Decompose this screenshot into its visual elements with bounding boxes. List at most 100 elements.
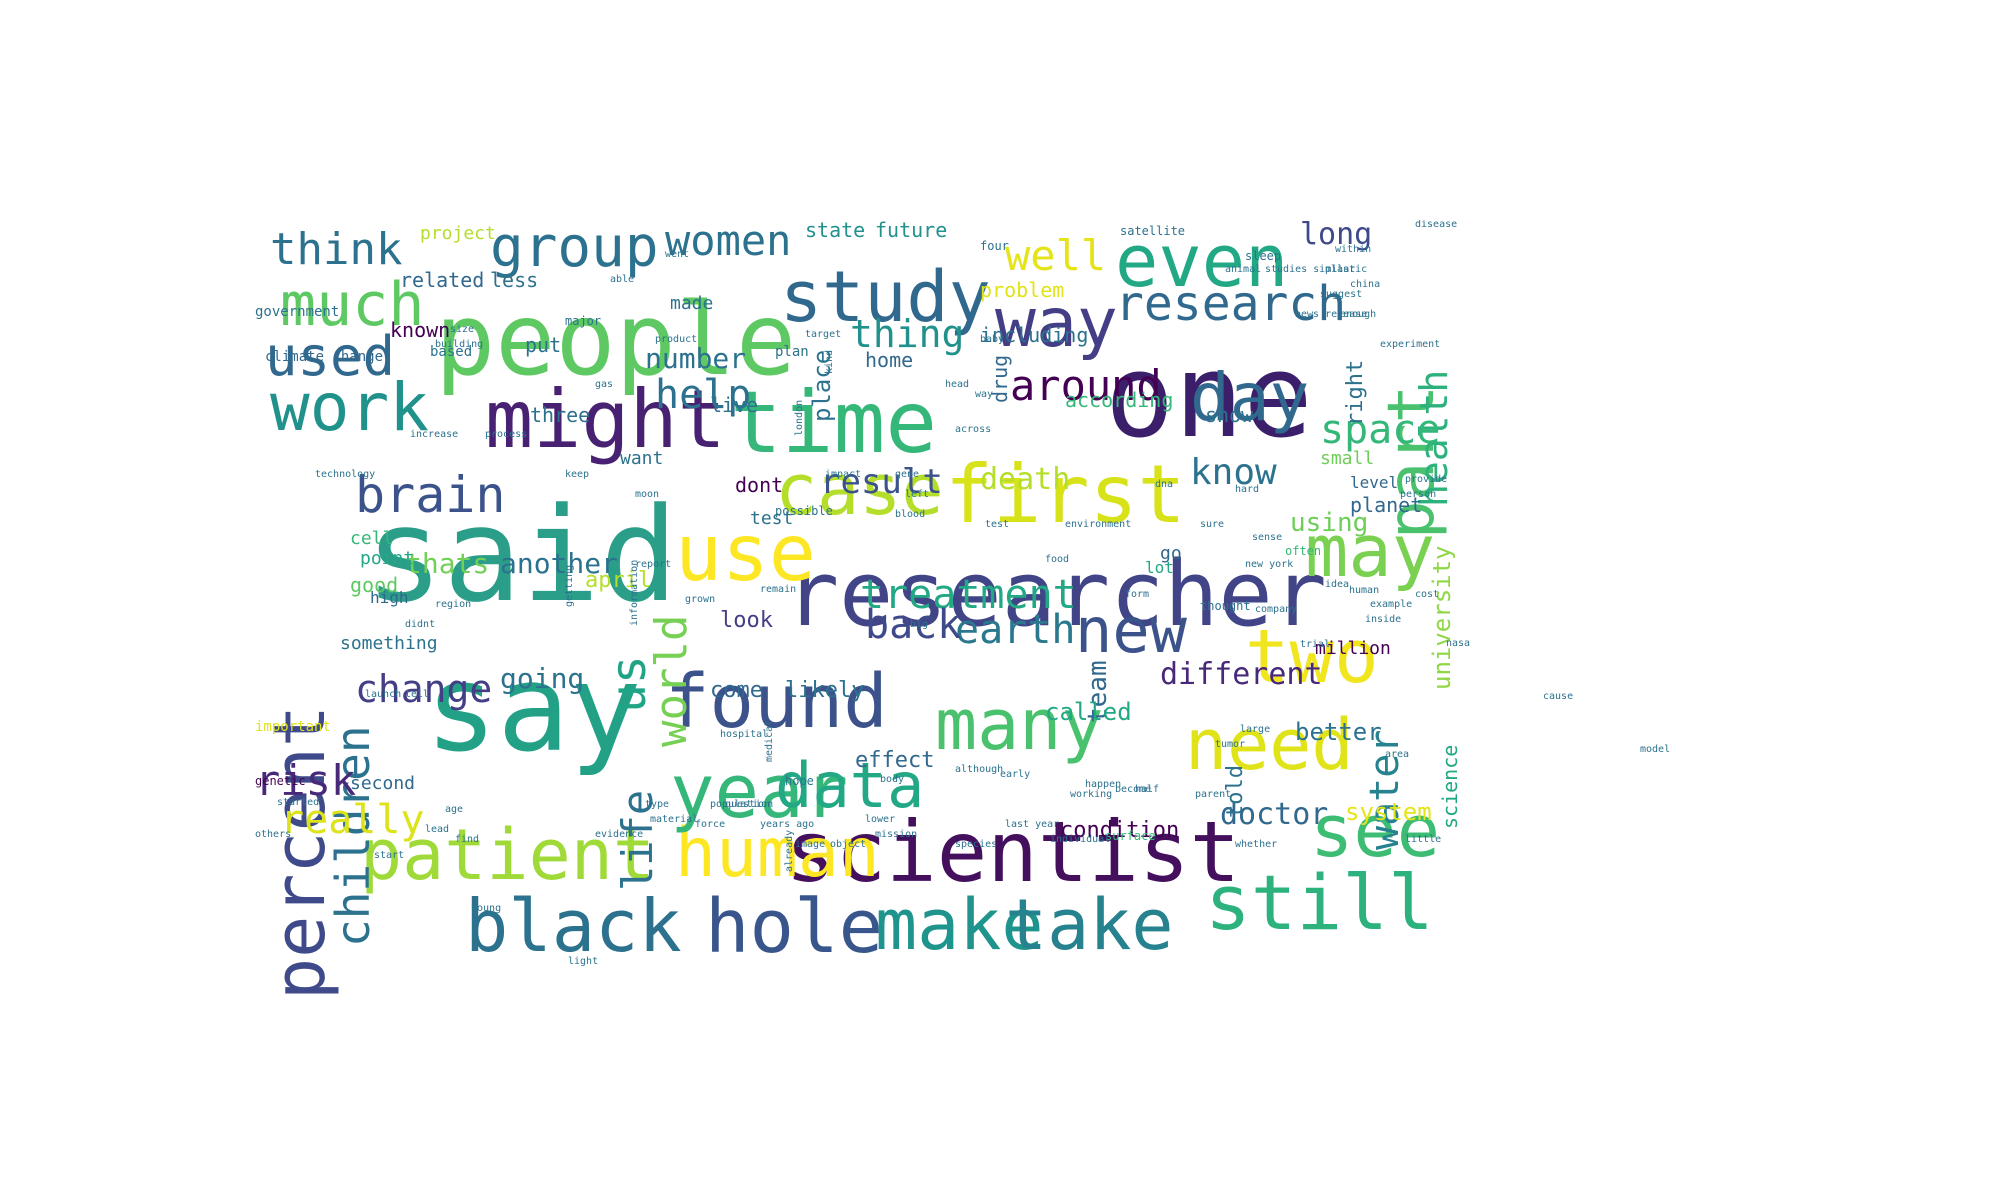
cloud-word: said bbox=[365, 479, 679, 631]
cloud-word: half bbox=[1135, 784, 1160, 795]
cloud-word: research bbox=[1115, 276, 1347, 332]
cloud-word: parent bbox=[1195, 789, 1232, 800]
cloud-word: another bbox=[500, 547, 619, 580]
cloud-word: hole bbox=[705, 884, 884, 970]
cloud-word: getting bbox=[564, 564, 575, 607]
cloud-word: individual bbox=[1050, 834, 1111, 845]
cloud-word: human bbox=[1349, 585, 1380, 596]
cloud-word: studies similar bbox=[1265, 264, 1356, 275]
cloud-word: genetic bbox=[255, 774, 306, 788]
cloud-word: look bbox=[720, 608, 773, 633]
cloud-word: new bbox=[1075, 594, 1187, 667]
cloud-word: launch bbox=[365, 689, 402, 700]
cloud-word: region bbox=[435, 599, 472, 610]
cloud-word: test bbox=[750, 508, 794, 529]
cloud-word: go bbox=[1160, 543, 1182, 564]
cloud-word: show bbox=[1205, 403, 1254, 427]
cloud-word: idea bbox=[1325, 579, 1350, 590]
cloud-word: body bbox=[880, 774, 905, 785]
cloud-word: suggest bbox=[1320, 289, 1363, 300]
cloud-word: put bbox=[525, 333, 562, 357]
cloud-word: found bbox=[665, 659, 888, 745]
cloud-word: see bbox=[1310, 789, 1441, 873]
cloud-word: different bbox=[1160, 657, 1323, 692]
cloud-word: cost bbox=[1415, 589, 1440, 600]
cloud-word: effect bbox=[855, 748, 935, 773]
cloud-word: well bbox=[1005, 231, 1107, 280]
cloud-word: hard bbox=[1235, 484, 1260, 495]
cloud-word: second bbox=[350, 773, 416, 794]
cloud-word: often bbox=[1285, 544, 1322, 558]
cloud-word: company bbox=[1255, 604, 1298, 615]
cloud-word: way bbox=[995, 284, 1118, 363]
cloud-word: future bbox=[875, 220, 948, 242]
cloud-word: technology bbox=[315, 469, 376, 480]
cloud-word: gas bbox=[595, 379, 614, 390]
cloud-word: right bbox=[1343, 359, 1368, 426]
cloud-word: three bbox=[530, 403, 591, 427]
cloud-word: planet bbox=[1350, 493, 1423, 517]
cloud-word: hospital bbox=[720, 729, 769, 740]
cloud-word: image bbox=[795, 839, 826, 850]
cloud-word: major bbox=[565, 314, 602, 328]
cloud-word: surface bbox=[1105, 829, 1156, 843]
cloud-word: problem bbox=[980, 278, 1065, 302]
cloud-word: sense bbox=[1252, 532, 1283, 543]
cloud-word: brain bbox=[355, 466, 506, 524]
cloud-word: according bbox=[1065, 388, 1174, 412]
cloud-word: gene bbox=[895, 469, 920, 480]
cloud-word: around bbox=[1010, 361, 1162, 410]
cloud-word: might bbox=[485, 373, 726, 466]
cloud-word: grown bbox=[685, 594, 716, 605]
cloud-word: even bbox=[1115, 220, 1289, 303]
cloud-word: way bbox=[975, 389, 994, 400]
cloud-word: although bbox=[955, 764, 1004, 775]
cloud-word: inside bbox=[1365, 614, 1402, 625]
cloud-word: make bbox=[875, 884, 1044, 966]
cloud-word: help bbox=[655, 372, 752, 418]
cloud-word: important bbox=[255, 719, 331, 735]
cloud-word: still bbox=[1205, 858, 1434, 947]
cloud-word: area bbox=[1385, 749, 1410, 760]
cloud-word: april bbox=[585, 568, 652, 593]
cloud-word: mission bbox=[875, 829, 918, 840]
cloud-word: sure bbox=[1200, 519, 1225, 530]
cloud-word: early bbox=[1000, 769, 1031, 780]
cloud-word: little bbox=[1405, 834, 1442, 845]
cloud-word: impact bbox=[825, 469, 862, 480]
cloud-word: blood bbox=[895, 509, 926, 520]
cloud-word: know bbox=[1190, 452, 1277, 493]
cloud-word: dont bbox=[735, 473, 784, 497]
cloud-word: lot bbox=[1145, 558, 1174, 577]
cloud-word: four bbox=[980, 239, 1009, 253]
cloud-word: scientist bbox=[785, 803, 1241, 901]
cloud-word: happen bbox=[1085, 779, 1122, 790]
cloud-word: years ago bbox=[760, 819, 815, 830]
cloud-word: change bbox=[355, 667, 493, 711]
cloud-word: person bbox=[1400, 489, 1437, 500]
cloud-word: related bbox=[400, 268, 485, 292]
cloud-word: human bbox=[675, 814, 880, 893]
cloud-word: researcher bbox=[785, 542, 1327, 647]
cloud-word: target bbox=[805, 329, 842, 340]
cloud-word: satellite bbox=[1120, 224, 1186, 238]
cloud-word: young bbox=[471, 903, 502, 914]
cloud-word: climate change bbox=[265, 349, 384, 365]
cloud-word: study bbox=[780, 256, 991, 338]
cloud-word: report bbox=[635, 559, 672, 570]
cloud-word: plan bbox=[775, 344, 809, 360]
cloud-word: model bbox=[1640, 744, 1671, 755]
cloud-word: risk bbox=[255, 756, 357, 805]
cloud-word: thing bbox=[850, 312, 965, 356]
cloud-word: day bbox=[1190, 359, 1310, 436]
cloud-word: possible bbox=[775, 504, 833, 518]
cloud-word: object bbox=[830, 839, 867, 850]
cloud-word: data bbox=[775, 749, 925, 822]
cloud-word: say bbox=[425, 640, 642, 779]
cloud-word: process bbox=[485, 429, 528, 440]
cloud-word: work bbox=[270, 369, 429, 446]
cloud-word: others bbox=[255, 829, 292, 840]
cloud-word: lead bbox=[425, 824, 450, 835]
cloud-word: question bbox=[725, 799, 774, 810]
cloud-word: food bbox=[1045, 554, 1070, 565]
